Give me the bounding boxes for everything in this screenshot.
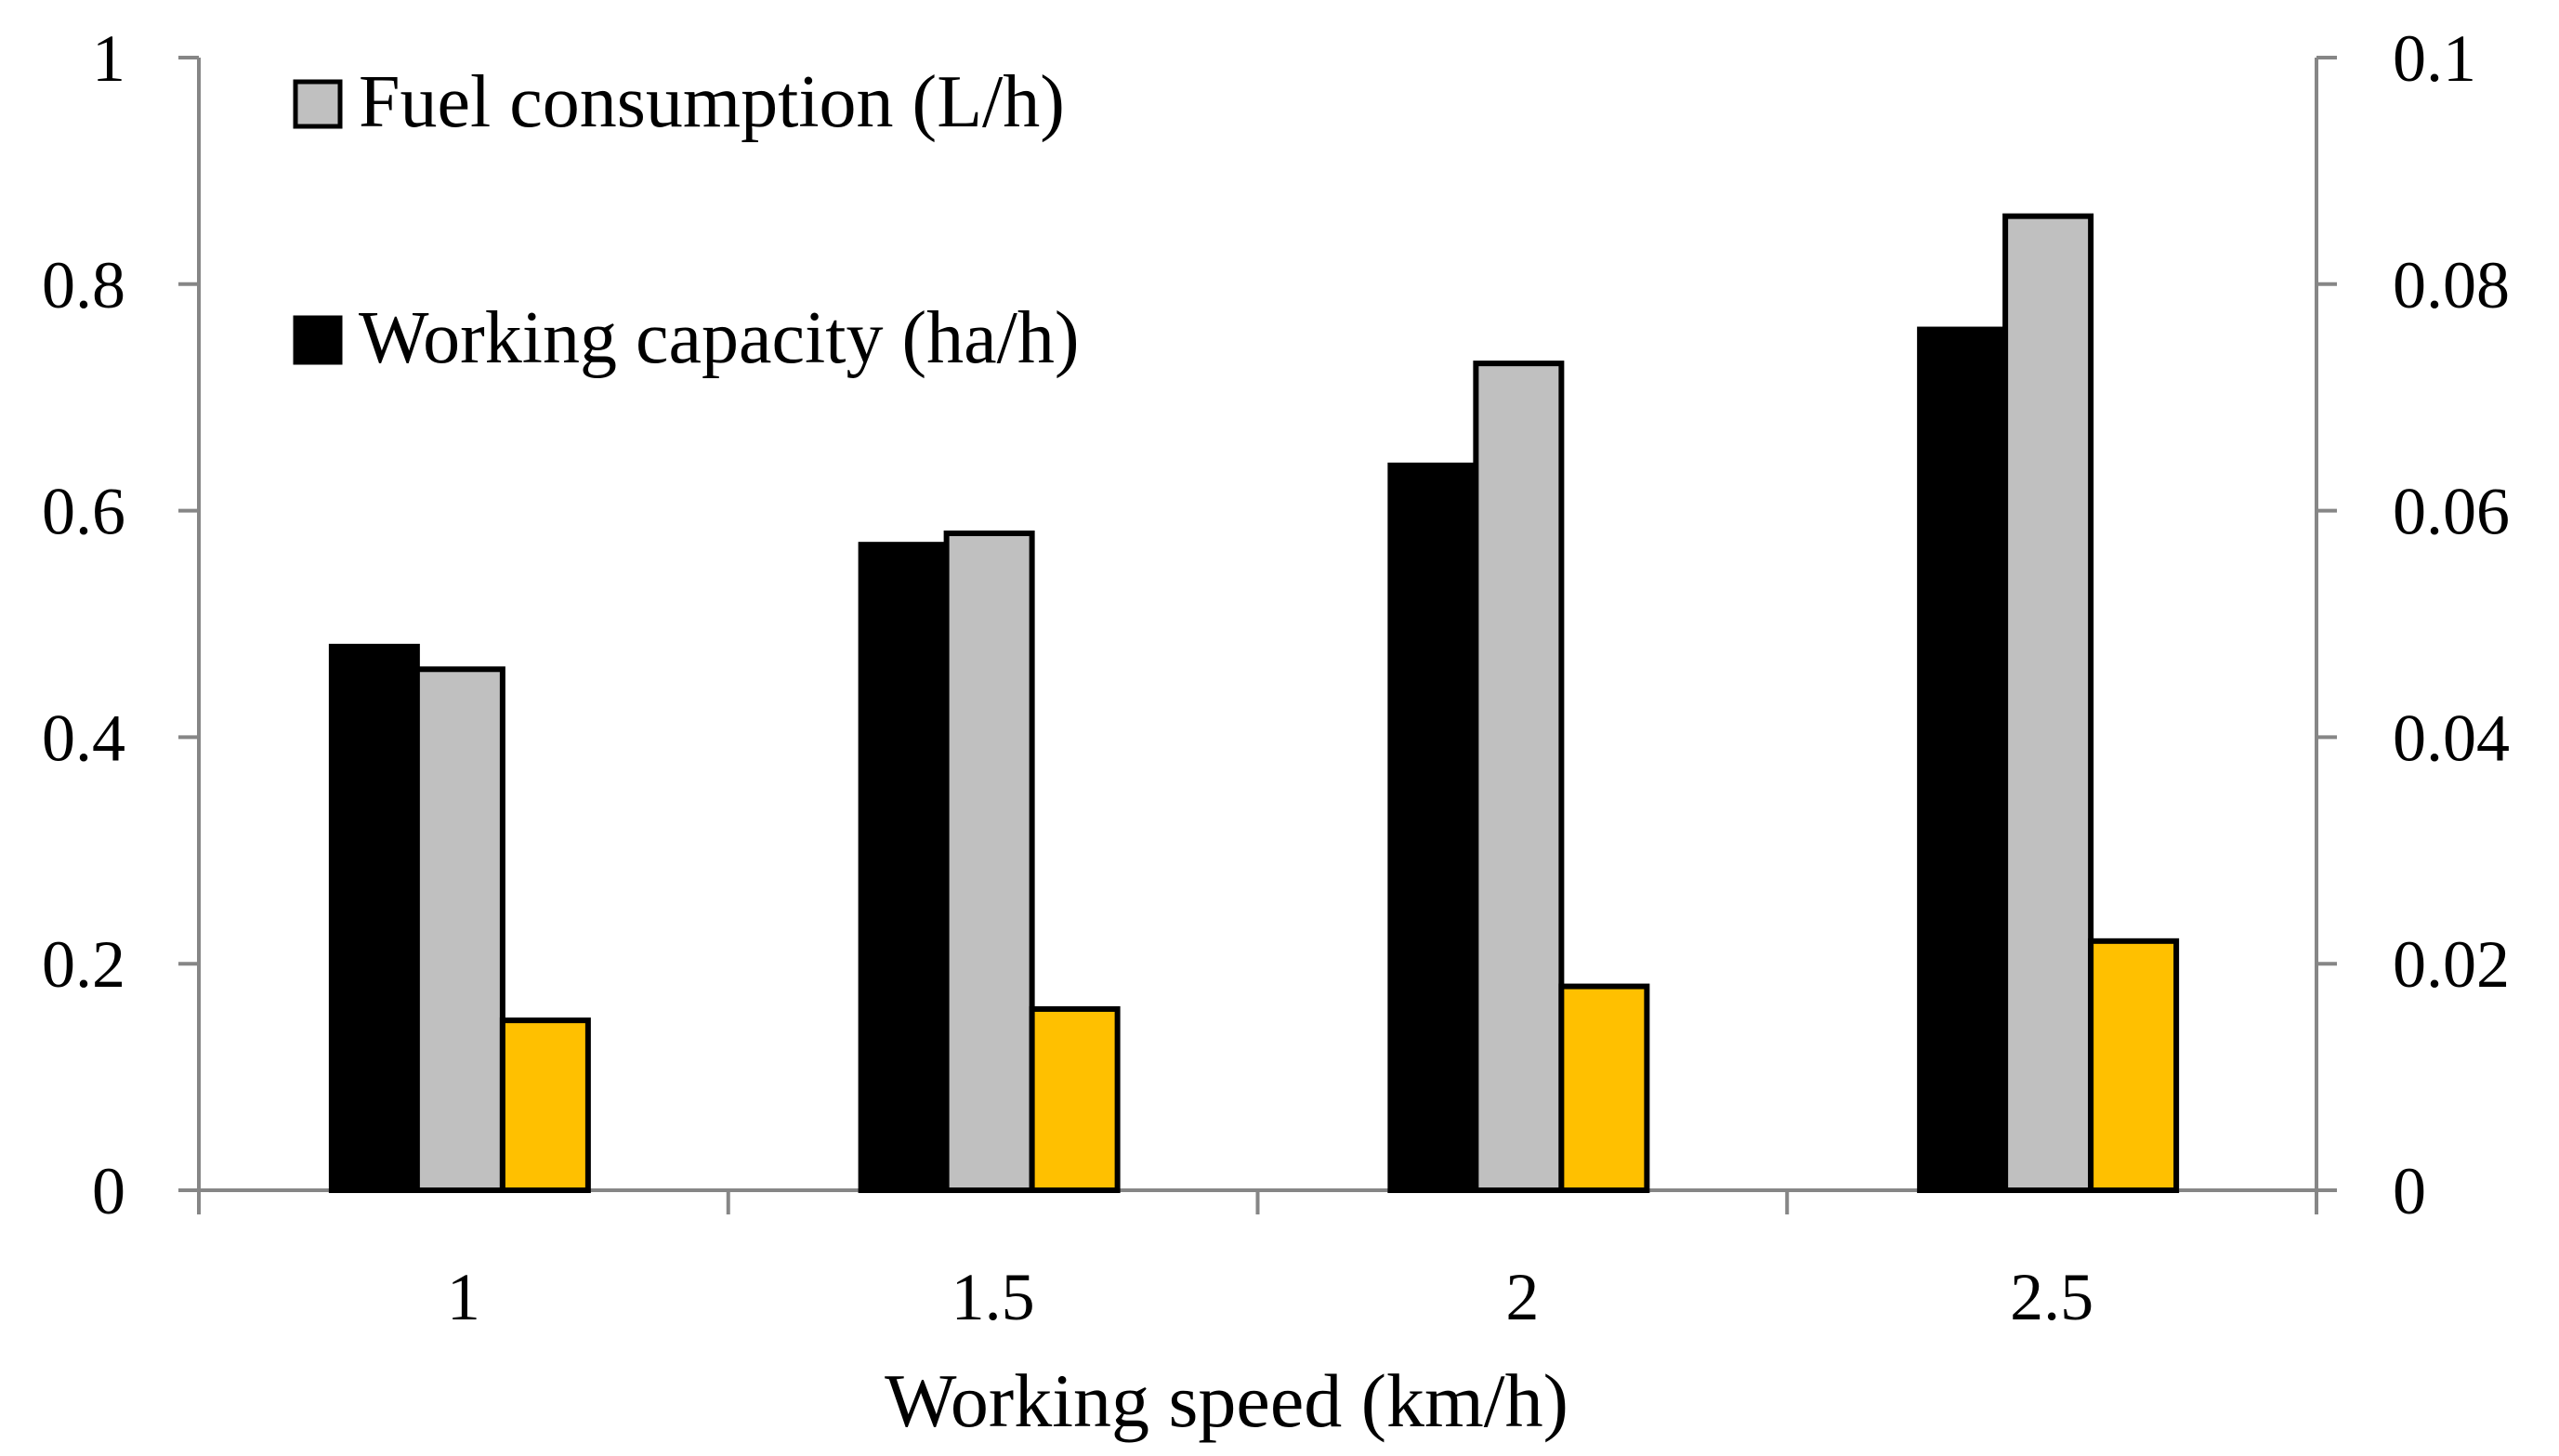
right-tick-label: 0.02	[2393, 927, 2510, 1002]
bar-series3-2	[1558, 983, 1650, 1193]
bar-series3-1.5	[1029, 1005, 1121, 1193]
bar-series1-2.5	[1917, 326, 2009, 1193]
bars	[328, 213, 2180, 1194]
legend-label-fuel: Fuel consumption (L/h)	[359, 61, 1065, 143]
right-tick-label: 0.1	[2393, 21, 2476, 96]
right-tick-label: 0.06	[2393, 475, 2510, 549]
legend-swatch-fuel	[293, 79, 343, 129]
bar-series3-1	[499, 1017, 591, 1194]
x-tick-label: 2.5	[2010, 1260, 2093, 1334]
legend: Fuel consumption (L/h) Working capacity …	[293, 61, 1079, 379]
bar-series1-2	[1387, 462, 1479, 1193]
left-tick-label: 1	[92, 21, 125, 96]
left-tick-label: 0.6	[42, 475, 125, 549]
x-tick-label: 1	[447, 1260, 480, 1334]
legend-label-capacity: Working capacity (ha/h)	[359, 297, 1079, 379]
x-tick-label: 2	[1505, 1260, 1539, 1334]
left-tick-label: 0.2	[42, 927, 125, 1002]
x-axis-title: Working speed (km/h)	[885, 1358, 1568, 1443]
right-tick-label: 0.08	[2393, 248, 2510, 322]
left-tick-label: 0.4	[42, 701, 125, 775]
left-tick-label: 0	[92, 1154, 125, 1228]
bar-series1-1.5	[858, 542, 950, 1193]
legend-swatch-capacity	[293, 315, 343, 365]
left-tick-label: 0.8	[42, 248, 125, 322]
bar-series3-2.5	[2088, 938, 2180, 1193]
bar-series2-1	[413, 666, 505, 1193]
bar-series2-2.5	[2002, 213, 2094, 1193]
x-tick-label: 1.5	[951, 1260, 1035, 1334]
bar-series2-2	[1473, 361, 1565, 1193]
right-tick-label: 0.04	[2393, 701, 2510, 775]
right-tick-label: 0	[2393, 1154, 2426, 1228]
tick-labels: 0 0.2 0.4 0.6 0.8 1 0 0.02 0.04 0.06 0.08 0.1 1 1.5 2 2…	[42, 21, 2510, 1334]
bar-series2-1.5	[943, 530, 1035, 1193]
bar-series1-1	[328, 643, 420, 1193]
